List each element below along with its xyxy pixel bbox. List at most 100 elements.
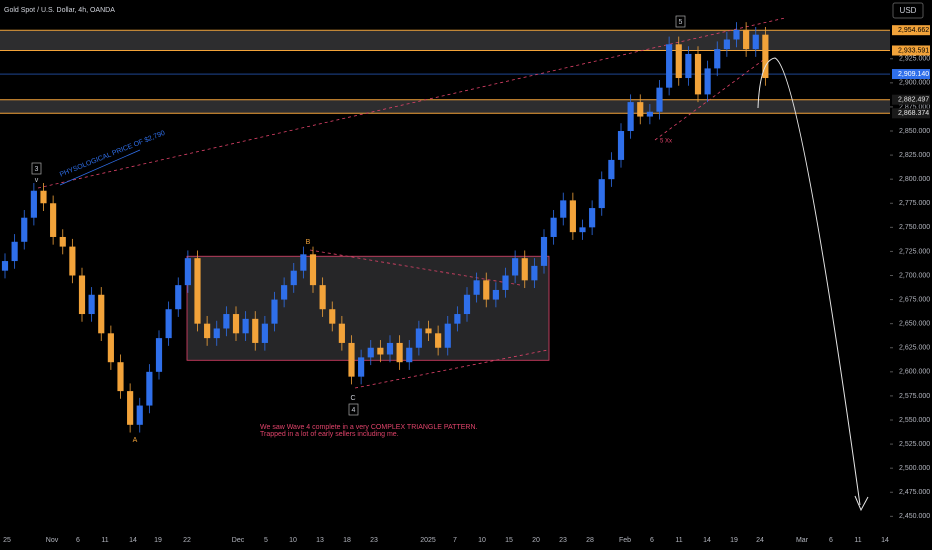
x-tick-label: 18 <box>343 537 351 544</box>
price-tag <box>892 45 930 56</box>
chart-title: Gold Spot / U.S. Dollar, 4h, OANDA <box>4 7 115 14</box>
wave-box <box>31 162 42 175</box>
x-tick-label: Mar <box>796 537 809 544</box>
candle-body <box>733 29 740 40</box>
candle-body <box>329 309 336 324</box>
candle-body <box>483 280 490 300</box>
candle-body <box>492 289 499 300</box>
candle-body <box>358 357 365 377</box>
y-tick-label: 2,625.000 <box>899 345 930 352</box>
wave-box <box>675 15 686 28</box>
x-tick-label: 5 <box>264 537 268 544</box>
x-tick-label: 11 <box>101 537 108 544</box>
wave-label: C <box>350 395 355 402</box>
candle-body <box>608 159 615 180</box>
trendline <box>59 149 141 186</box>
x-tick-label: 24 <box>756 537 764 544</box>
x-tick-label: 10 <box>478 537 486 544</box>
x-tick-label: 19 <box>730 537 738 544</box>
wave-label: 5 <box>679 19 683 26</box>
candle-body <box>11 241 18 262</box>
x-tick-label: 19 <box>154 537 162 544</box>
candle-body <box>175 285 182 310</box>
candle-body <box>204 323 211 339</box>
candle-body <box>694 53 702 95</box>
currency[interactable]: USD <box>900 6 917 15</box>
x-tick-label: 15 <box>505 537 513 544</box>
candle-body <box>21 217 28 242</box>
price-tag <box>892 108 930 119</box>
candle-body <box>223 314 230 329</box>
x-tick-label: 2025 <box>420 537 436 544</box>
candle-body <box>271 299 278 324</box>
x-tick-label: 25 <box>3 537 11 544</box>
y-tick-label: 2,450.000 <box>899 513 930 520</box>
x-tick-label: 10 <box>289 537 297 544</box>
candle-body <box>78 275 86 315</box>
price-tag-label: 2,933.591 <box>898 47 929 54</box>
candle-body <box>743 29 750 50</box>
candle-body <box>348 342 355 377</box>
x-tick-label: 20 <box>532 537 540 544</box>
currency-box[interactable] <box>892 2 924 19</box>
y-tick-label: 2,700.000 <box>899 272 930 279</box>
price-tag <box>892 69 930 80</box>
x-tick-label: 7 <box>453 537 457 544</box>
x-tick-label: 22 <box>183 537 191 544</box>
wave-label: B <box>306 239 311 246</box>
candle-body <box>232 314 240 334</box>
x-tick-label: 23 <box>559 537 567 544</box>
candle-body <box>589 208 596 228</box>
candle-body <box>415 328 422 348</box>
x-tick-label: 11 <box>854 537 861 544</box>
candle-body <box>1 261 9 271</box>
candle-body <box>463 294 471 315</box>
candle-body <box>714 49 721 69</box>
price-tag-label: 2,909.140 <box>898 71 929 78</box>
candle-body <box>300 254 307 271</box>
candle-body <box>98 294 105 334</box>
y-tick-label: 2,750.000 <box>899 224 930 231</box>
trendline <box>37 17 786 189</box>
wave-label: 3 <box>35 166 39 173</box>
candle-body <box>617 131 625 160</box>
x-tick-label: 14 <box>881 537 889 544</box>
trendline <box>354 349 549 389</box>
wave-label: 4 <box>352 407 356 414</box>
candle-body <box>127 391 134 425</box>
candle-body <box>406 347 413 363</box>
x-tick-label: Feb <box>619 537 631 544</box>
x-tick-label: 6 <box>829 537 833 544</box>
x-tick-label: 13 <box>316 537 324 544</box>
candle-body <box>261 323 268 343</box>
candle-body <box>309 254 317 286</box>
price-tag-label: 2,868.374 <box>898 110 929 117</box>
candle-body <box>540 236 548 266</box>
candle-body <box>627 102 634 132</box>
candle-body <box>319 285 326 310</box>
y-tick-label: 2,900.000 <box>899 80 930 87</box>
y-tick-label: 2,475.000 <box>899 489 930 496</box>
candle-body <box>521 258 528 281</box>
candle-body <box>704 68 711 95</box>
price-tag <box>892 25 930 36</box>
candle-body <box>50 203 57 237</box>
candle-body <box>656 87 663 112</box>
candle-body <box>290 270 297 286</box>
candle-body <box>367 347 374 358</box>
x-tick-label: 14 <box>703 537 711 544</box>
y-tick-label: 2,850.000 <box>899 128 930 135</box>
candle-body <box>502 275 509 290</box>
candle-body <box>88 294 95 315</box>
y-tick-label: 2,650.000 <box>899 321 930 328</box>
x-tick-label: 23 <box>370 537 378 544</box>
y-tick-label: 2,825.000 <box>899 152 930 159</box>
candle-body <box>242 318 249 334</box>
note: Trapped in a lot of early sellers includ… <box>260 431 399 438</box>
candle-body <box>762 34 769 79</box>
y-tick-label: 2,525.000 <box>899 441 930 448</box>
x-tick-label: 6 <box>650 537 654 544</box>
arrow-head <box>854 495 869 512</box>
